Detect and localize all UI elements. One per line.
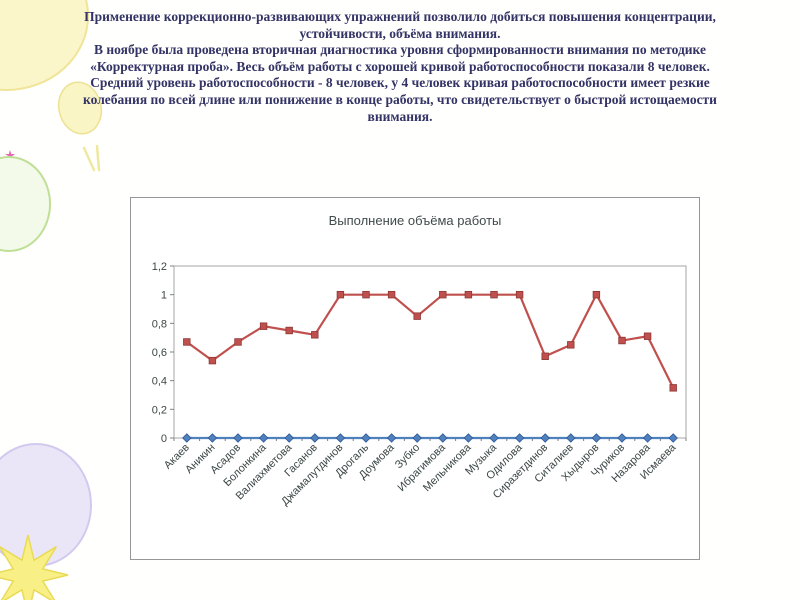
- marker-diamond: [438, 433, 448, 443]
- marker-square: [413, 312, 421, 320]
- marker-square: [311, 331, 319, 339]
- marker-square: [643, 332, 652, 340]
- marker-diamond: [182, 433, 192, 443]
- marker-square: [387, 290, 396, 299]
- y-axis-label: 0,2: [152, 404, 167, 416]
- marker-square: [259, 322, 268, 330]
- marker-diamond: [361, 433, 371, 443]
- marker-diamond: [463, 433, 474, 443]
- marker-square: [490, 290, 498, 299]
- slide-paragraph-1: Применение коррекционно-развивающих упра…: [84, 9, 716, 41]
- marker-diamond: [258, 433, 269, 443]
- marker-diamond: [284, 433, 294, 443]
- marker-diamond: [207, 433, 218, 443]
- marker-diamond: [335, 433, 346, 443]
- marker-diamond: [233, 433, 243, 443]
- balloon-purple: [0, 443, 92, 567]
- marker-square: [592, 290, 601, 299]
- starburst-yellow: [0, 534, 69, 600]
- marker-diamond: [591, 433, 602, 443]
- y-axis-label: 0,6: [152, 347, 167, 359]
- balloon-green: [0, 156, 51, 252]
- marker-diamond: [642, 433, 653, 443]
- marker-diamond: [668, 433, 678, 443]
- marker-square: [285, 326, 293, 335]
- marker-square: [439, 290, 447, 299]
- marker-diamond: [540, 433, 550, 443]
- marker-diamond: [412, 433, 422, 443]
- series-line-1: [186, 293, 675, 389]
- marker-square: [336, 290, 345, 299]
- y-axis-label: 1,2: [152, 261, 167, 273]
- marker-square: [567, 341, 575, 349]
- sparkle-lines: [82, 144, 101, 172]
- marker-diamond: [310, 433, 320, 443]
- sparkle-pink: [5, 150, 15, 160]
- marker-square: [183, 338, 191, 346]
- marker-square: [362, 290, 370, 299]
- marker-diamond: [617, 433, 627, 443]
- chart-container: Выполнение объёма работы 0 0,2 0,4 0,6 0,8 1 1…: [130, 197, 700, 560]
- slide-text-block: Применение коррекционно-развивающих упра…: [62, 9, 738, 125]
- marker-square: [669, 384, 677, 392]
- marker-square: [618, 336, 626, 345]
- marker-square: [234, 338, 242, 346]
- marker-square: [541, 352, 549, 360]
- marker-diamond: [489, 433, 499, 443]
- slide-paragraph-2: В ноябре была проведена вторичная диагно…: [83, 42, 717, 124]
- marker-diamond: [514, 433, 525, 443]
- marker-square: [208, 356, 217, 365]
- y-axis-label: 1: [161, 290, 167, 302]
- y-axis-label: 0: [161, 433, 167, 445]
- plot-area: [173, 265, 687, 439]
- line-chart: Выполнение объёма работы 0 0,2 0,4 0,6 0,8 1 1…: [152, 213, 687, 508]
- marker-square: [464, 290, 473, 299]
- y-axis-label: 0,8: [152, 318, 167, 330]
- marker-square: [515, 290, 524, 299]
- y-axis-label: 0,4: [152, 376, 167, 388]
- chart-title: Выполнение объёма работы: [329, 213, 502, 228]
- marker-diamond: [566, 433, 576, 443]
- marker-diamond: [386, 433, 397, 443]
